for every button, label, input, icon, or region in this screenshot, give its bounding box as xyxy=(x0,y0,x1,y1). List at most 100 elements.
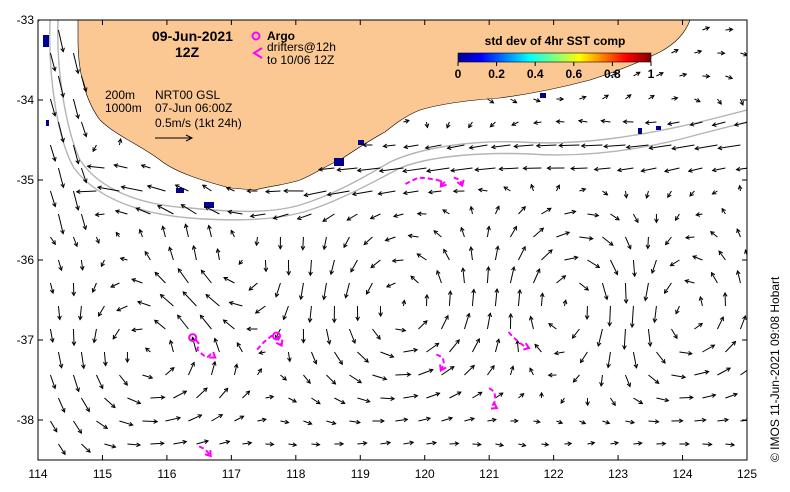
current-arrow-head xyxy=(222,319,228,324)
current-arrow-head xyxy=(746,367,747,369)
current-arrow-head xyxy=(428,368,434,373)
current-arrow xyxy=(667,190,672,198)
current-arrow xyxy=(57,397,66,413)
current-arrow xyxy=(486,313,491,330)
current-arrow-head xyxy=(673,96,679,101)
current-arrow xyxy=(327,190,350,196)
current-arrow xyxy=(737,270,741,284)
current-arrow-head xyxy=(49,338,55,344)
current-arrow-head xyxy=(58,363,64,369)
current-arrow-head xyxy=(490,364,495,370)
drifter-arrow-head xyxy=(439,364,447,372)
current-arrow xyxy=(533,121,542,124)
current-arrow-head xyxy=(131,278,137,283)
isobath-1000m-label: 1000m xyxy=(105,101,142,115)
current-arrow xyxy=(448,291,451,307)
current-arrow-head xyxy=(454,441,460,446)
current-arrow xyxy=(154,319,166,330)
current-arrow-head xyxy=(577,118,583,124)
current-arrow xyxy=(748,342,756,352)
current-arrow-head xyxy=(246,326,251,332)
current-arrow-head xyxy=(223,276,229,282)
current-arrow-head xyxy=(315,442,321,447)
current-arrow xyxy=(49,98,56,117)
current-arrow xyxy=(579,420,586,425)
current-arrow-head xyxy=(424,145,430,150)
current-arrow-head xyxy=(378,168,384,173)
current-arrow-head xyxy=(96,185,102,191)
current-arrow xyxy=(265,396,274,399)
current-arrow-head xyxy=(674,216,680,222)
current-arrow-head xyxy=(52,111,57,117)
current-arrow-head xyxy=(736,228,741,234)
drifter-arrow-head xyxy=(204,449,212,458)
current-arrow-head xyxy=(60,183,65,189)
current-arrow xyxy=(748,293,749,306)
current-arrow xyxy=(725,393,738,399)
current-arrow-head xyxy=(695,212,701,217)
current-arrow xyxy=(57,75,64,98)
current-arrow xyxy=(112,328,120,340)
current-arrow-head xyxy=(442,209,448,214)
current-arrow-head xyxy=(317,166,323,172)
current-arrow-head xyxy=(704,370,710,375)
current-arrow-head xyxy=(99,384,104,390)
current-arrow xyxy=(311,443,320,446)
current-arrow xyxy=(462,268,465,284)
current-arrow xyxy=(127,397,141,404)
current-arrow xyxy=(740,419,747,422)
current-arrow-head xyxy=(385,283,391,288)
drifter-legend: Argo drifters@12h to 10/06 12Z xyxy=(251,29,336,67)
current-arrow xyxy=(667,121,680,125)
current-arrow-head xyxy=(135,207,141,212)
current-arrow-head xyxy=(236,341,242,347)
current-arrow-head xyxy=(673,49,679,54)
current-arrow-head xyxy=(613,72,619,77)
current-arrow xyxy=(95,374,104,389)
current-arrow xyxy=(656,351,666,364)
current-arrow xyxy=(712,167,726,172)
current-arrow xyxy=(380,351,394,358)
current-arrow xyxy=(632,351,637,368)
current-arrow xyxy=(748,76,754,80)
drifter-arrow-head xyxy=(456,179,465,188)
drifter-arrow-head xyxy=(439,180,447,188)
current-arrow-head xyxy=(57,315,62,321)
current-arrow-head xyxy=(449,365,455,371)
current-arrow xyxy=(644,282,649,301)
current-arrow-head xyxy=(331,318,337,324)
current-arrow xyxy=(403,349,418,353)
current-arrow-head xyxy=(436,269,441,275)
current-arrow xyxy=(656,397,669,402)
current-arrow-head xyxy=(635,71,641,76)
current-arrow-head xyxy=(522,165,528,171)
current-arrow-head xyxy=(623,299,629,305)
current-arrow xyxy=(556,120,565,123)
current-arrow xyxy=(609,305,611,326)
current-arrow xyxy=(80,167,87,183)
current-arrow xyxy=(530,316,534,330)
current-arrow xyxy=(633,397,643,405)
current-arrow xyxy=(647,236,649,249)
current-arrow-head xyxy=(277,245,283,250)
drifter-marker-icon xyxy=(252,47,263,59)
current-arrow xyxy=(119,420,133,426)
current-arrow-head xyxy=(306,379,311,384)
current-arrow-head xyxy=(117,137,123,143)
current-arrow xyxy=(370,259,381,268)
current-arrow xyxy=(736,167,747,171)
current-arrow-head xyxy=(233,363,239,369)
current-arrow xyxy=(200,270,212,284)
drifter-arrow-head xyxy=(275,339,284,348)
current-arrow-head xyxy=(416,211,422,217)
y-tick-label: -34 xyxy=(17,93,35,107)
current-arrow xyxy=(536,144,557,147)
current-arrow-head xyxy=(611,401,616,407)
current-arrow xyxy=(323,282,327,300)
current-arrow-head xyxy=(75,189,81,195)
current-arrow xyxy=(188,414,202,422)
current-arrow-head xyxy=(128,421,134,427)
current-arrow xyxy=(230,230,235,238)
current-arrow-head xyxy=(728,27,734,32)
scale-label: 0.5m/s (1kt 24h) xyxy=(155,116,242,130)
